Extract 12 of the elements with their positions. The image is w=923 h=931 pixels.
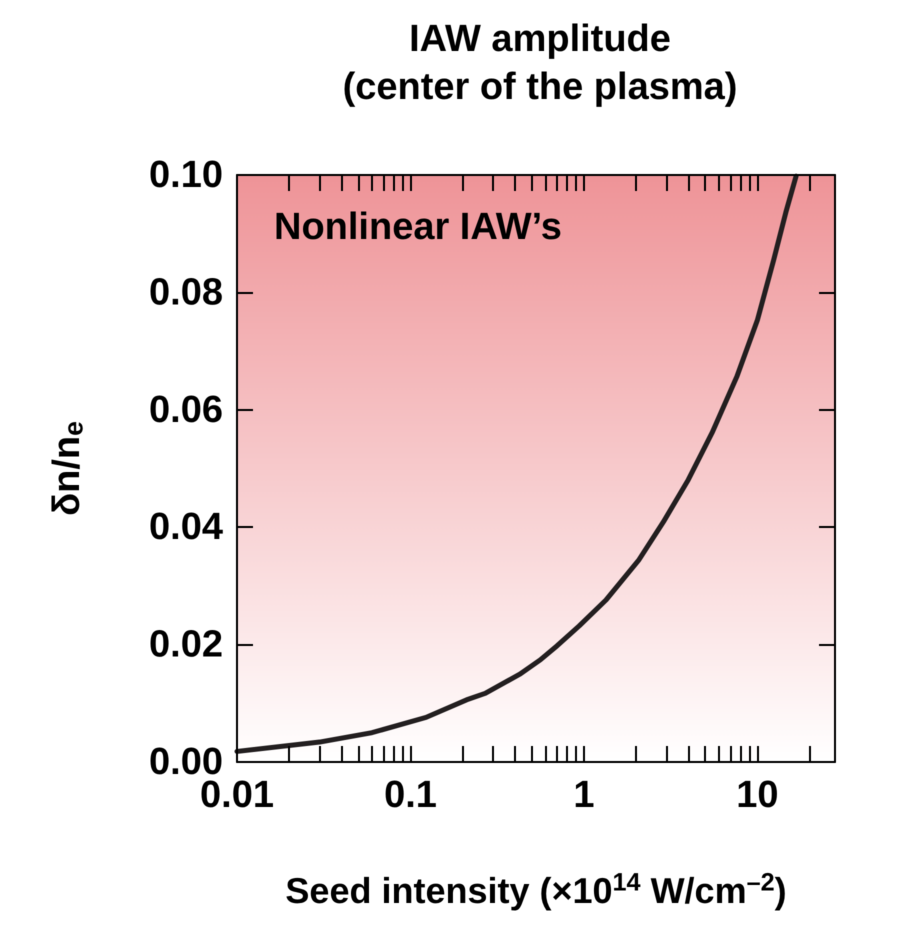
y-tick-label: 0.08 — [149, 271, 223, 314]
band-label: Nonlinear IAW’s — [274, 206, 562, 248]
x-tick-label: 10 — [736, 774, 779, 816]
x-tick-label: 1 — [573, 774, 595, 816]
y-tick-label: 0.04 — [149, 506, 223, 548]
x-tick-label: 0.1 — [384, 774, 437, 816]
x-tick-label: 0.01 — [200, 774, 274, 816]
chart-title: IAW amplitude (center of the plasma) — [342, 18, 738, 108]
y-axis-title: δn/ne — [46, 421, 88, 516]
y-tick-label: 0.06 — [149, 388, 223, 431]
y-tick-label: 0.10 — [149, 154, 223, 196]
y-tick-label: 0.02 — [149, 624, 223, 666]
